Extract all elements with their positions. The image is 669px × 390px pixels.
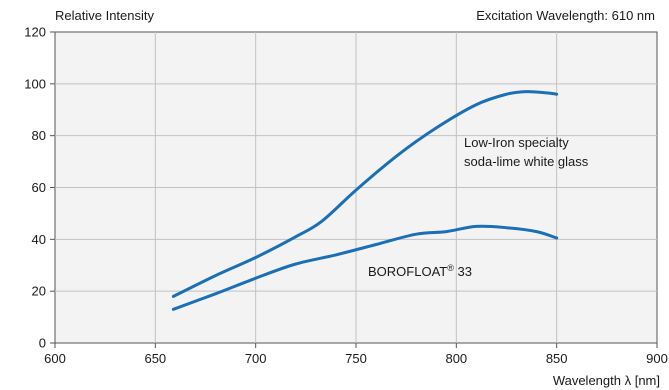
y-tick-label: 40 — [32, 232, 46, 247]
x-tick-label: 850 — [546, 351, 568, 366]
x-tick-label: 800 — [445, 351, 467, 366]
annotation-low-iron: Low-Iron specialty soda-lime white glass — [464, 135, 589, 169]
x-tick-label: 600 — [44, 351, 66, 366]
x-axis-title: Wavelength λ [nm] — [553, 373, 660, 388]
x-tick-label: 700 — [245, 351, 267, 366]
series-lines — [171, 90, 559, 311]
annotation-borofloat-sup: ® — [447, 263, 454, 273]
y-axis: 0 20 40 60 80 100 120 — [24, 25, 55, 351]
y-tick-label: 20 — [32, 284, 46, 299]
y-tick-label: 80 — [32, 128, 46, 143]
series-line-borofloat — [171, 224, 559, 311]
annotation-low-iron-line2: soda-lime white glass — [464, 154, 589, 169]
y-tick-label: 0 — [39, 336, 46, 351]
x-tick-label: 750 — [345, 351, 367, 366]
chart-subtitle: Excitation Wavelength: 610 nm — [476, 8, 655, 23]
y-tick-label: 100 — [24, 76, 46, 91]
x-axis: 600 650 700 750 800 850 900 — [44, 343, 668, 366]
annotation-low-iron-line1: Low-Iron specialty — [464, 135, 569, 150]
x-tick-label: 650 — [144, 351, 166, 366]
grid — [55, 32, 657, 343]
y-tick-label: 120 — [24, 25, 46, 40]
series-line-low-iron — [171, 90, 559, 298]
y-tick-label: 60 — [32, 180, 46, 195]
annotation-borofloat: BOROFLOAT® 33 — [368, 263, 472, 279]
y-axis-title: Relative Intensity — [55, 8, 154, 23]
x-tick-label: 900 — [646, 351, 668, 366]
annotation-borofloat-main: BOROFLOAT — [368, 264, 447, 279]
annotation-borofloat-rest: 33 — [454, 264, 472, 279]
